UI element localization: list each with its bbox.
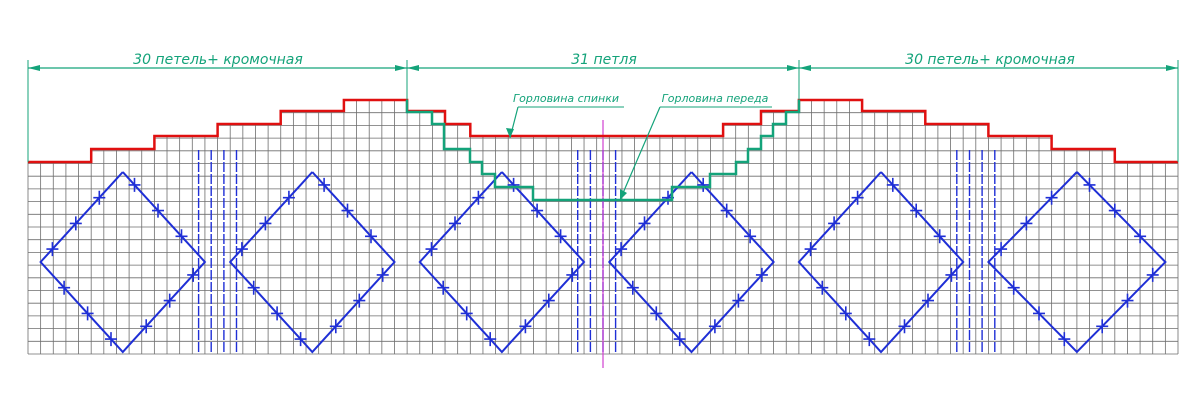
stitch-cross-mark xyxy=(353,293,366,308)
stitch-cross-mark xyxy=(140,319,153,334)
stitch-cross-mark xyxy=(437,280,450,295)
dimension-arrow xyxy=(395,65,407,71)
stitch-cross-mark xyxy=(744,229,757,244)
stitch-cross-mark xyxy=(638,216,651,231)
stitch-cross-mark xyxy=(720,203,733,218)
neckline-shaping xyxy=(405,100,801,202)
left-section-label: 30 петель+ кромочная xyxy=(133,52,303,68)
stitch-cross-mark xyxy=(472,190,485,205)
stitch-cross-mark xyxy=(58,280,71,295)
stitch-cross-mark xyxy=(851,190,864,205)
stitch-cross-mark xyxy=(828,216,841,231)
stitch-cross-mark xyxy=(376,267,389,282)
diamond-outline xyxy=(797,171,965,354)
stitch-cross-mark xyxy=(697,177,710,192)
stitch-cross-mark xyxy=(910,203,923,218)
stitch-cross-mark xyxy=(175,229,188,244)
diamond-outline xyxy=(39,171,207,354)
stitch-cross-mark xyxy=(1007,280,1020,295)
stitch-cross-mark xyxy=(1083,177,1096,192)
back-neckline-arrow xyxy=(506,128,514,138)
stitch-cross-mark xyxy=(732,293,745,308)
dimension-arrow xyxy=(787,65,799,71)
neckline-outline xyxy=(405,100,801,202)
diamond-motif-pattern xyxy=(39,150,1167,354)
diamond-outline xyxy=(228,171,396,354)
stitch-cross-mark xyxy=(531,203,544,218)
stitch-cross-mark xyxy=(1108,203,1121,218)
stitch-cross-mark xyxy=(365,229,377,244)
stitch-cross-mark xyxy=(247,280,260,295)
stitch-cross-mark xyxy=(995,242,1008,257)
stitch-cross-mark xyxy=(566,267,579,282)
stitch-cross-mark xyxy=(886,177,899,192)
stitch-cross-mark xyxy=(816,280,829,295)
stitch-cross-mark xyxy=(1121,293,1134,308)
stitch-cross-mark xyxy=(755,267,768,282)
stitch-cross-mark xyxy=(507,177,520,192)
stitch-cross-mark xyxy=(554,229,567,244)
diamond-outline xyxy=(607,171,775,354)
right-section-label: 30 петель+ кромочная xyxy=(905,52,1075,68)
stitch-cross-mark xyxy=(69,216,82,231)
stitch-cross-mark xyxy=(46,242,59,257)
stitch-cross-mark xyxy=(922,293,934,308)
stitch-cross-mark xyxy=(460,306,473,321)
stitch-cross-mark xyxy=(425,242,438,257)
stitch-cross-mark xyxy=(615,242,628,257)
stitch-cross-mark xyxy=(329,319,342,334)
top-edge-outline xyxy=(28,98,1178,164)
stitch-cross-mark xyxy=(1045,190,1058,205)
stitch-cross-mark xyxy=(235,242,248,257)
stitch-cross-mark xyxy=(542,293,555,308)
stitch-cross-mark xyxy=(1058,332,1071,347)
stitch-cross-mark xyxy=(105,332,117,347)
stitch-cross-mark xyxy=(863,332,876,347)
dimension-arrow xyxy=(28,65,40,71)
stitch-cross-mark xyxy=(839,306,852,321)
stitch-cross-mark xyxy=(484,332,497,347)
stitch-cross-mark xyxy=(93,190,106,205)
stitch-cross-mark xyxy=(650,306,663,321)
stitch-cross-mark xyxy=(626,280,639,295)
stitch-cross-mark xyxy=(318,177,331,192)
back-neckline-label: Горловина спинки xyxy=(513,92,619,105)
stitch-cross-mark xyxy=(294,332,307,347)
stitch-cross-mark xyxy=(259,216,272,231)
center-section-label: 31 петля xyxy=(571,52,637,68)
stitch-cross-mark xyxy=(673,332,686,347)
garment-top-edge xyxy=(28,98,1178,164)
dimension-arrow xyxy=(799,65,811,71)
stitch-cross-mark xyxy=(341,203,354,218)
stitch-cross-mark xyxy=(152,203,164,218)
dimension-lines xyxy=(27,60,1179,162)
stitch-cross-mark xyxy=(449,216,461,231)
stitch-cross-mark xyxy=(898,319,911,334)
stitch-cross-mark xyxy=(187,267,200,282)
front-neckline-label: Горловина переда xyxy=(662,92,769,105)
stitch-cross-mark xyxy=(1033,306,1045,321)
stitch-cross-mark xyxy=(804,242,817,257)
stitch-cross-mark xyxy=(945,267,958,282)
stitch-cross-mark xyxy=(1096,319,1109,334)
front-neckline-leader xyxy=(619,106,661,201)
stitch-cross-mark xyxy=(519,319,532,334)
stitch-cross-mark xyxy=(271,306,284,321)
diamond-outline xyxy=(986,171,1167,354)
dimension-arrow xyxy=(1166,65,1178,71)
stitch-cross-mark xyxy=(1134,229,1147,244)
stitch-cross-mark xyxy=(933,229,946,244)
stitch-cross-mark xyxy=(1146,267,1159,282)
stitch-cross-mark xyxy=(282,190,295,205)
dimension-arrow xyxy=(407,65,419,71)
stitch-cross-mark xyxy=(128,177,141,192)
stitch-cross-mark xyxy=(1020,216,1033,231)
diamond-outline xyxy=(418,171,586,354)
stitch-cross-mark xyxy=(81,306,94,321)
stitch-cross-mark xyxy=(708,319,721,334)
front-neckline-arrow xyxy=(620,189,627,200)
stitch-cross-mark xyxy=(163,293,176,308)
